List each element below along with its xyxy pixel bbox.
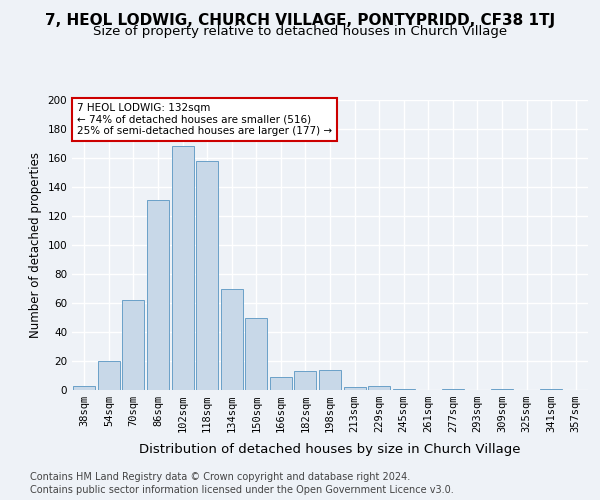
Bar bbox=[147, 200, 169, 390]
Bar bbox=[245, 318, 268, 390]
Bar bbox=[221, 288, 243, 390]
Bar bbox=[540, 388, 562, 390]
Bar bbox=[491, 388, 513, 390]
Bar bbox=[98, 361, 120, 390]
Bar bbox=[442, 388, 464, 390]
Bar bbox=[122, 300, 145, 390]
Bar bbox=[392, 388, 415, 390]
Bar bbox=[270, 377, 292, 390]
Bar bbox=[344, 387, 365, 390]
Text: Size of property relative to detached houses in Church Village: Size of property relative to detached ho… bbox=[93, 25, 507, 38]
Text: Distribution of detached houses by size in Church Village: Distribution of detached houses by size … bbox=[139, 442, 521, 456]
Bar bbox=[73, 386, 95, 390]
Text: 7 HEOL LODWIG: 132sqm
← 74% of detached houses are smaller (516)
25% of semi-det: 7 HEOL LODWIG: 132sqm ← 74% of detached … bbox=[77, 103, 332, 136]
Bar bbox=[172, 146, 194, 390]
Text: Contains public sector information licensed under the Open Government Licence v3: Contains public sector information licen… bbox=[30, 485, 454, 495]
Y-axis label: Number of detached properties: Number of detached properties bbox=[29, 152, 42, 338]
Bar bbox=[196, 161, 218, 390]
Text: 7, HEOL LODWIG, CHURCH VILLAGE, PONTYPRIDD, CF38 1TJ: 7, HEOL LODWIG, CHURCH VILLAGE, PONTYPRI… bbox=[45, 12, 555, 28]
Bar bbox=[319, 370, 341, 390]
Text: Contains HM Land Registry data © Crown copyright and database right 2024.: Contains HM Land Registry data © Crown c… bbox=[30, 472, 410, 482]
Bar bbox=[368, 386, 390, 390]
Bar bbox=[295, 371, 316, 390]
